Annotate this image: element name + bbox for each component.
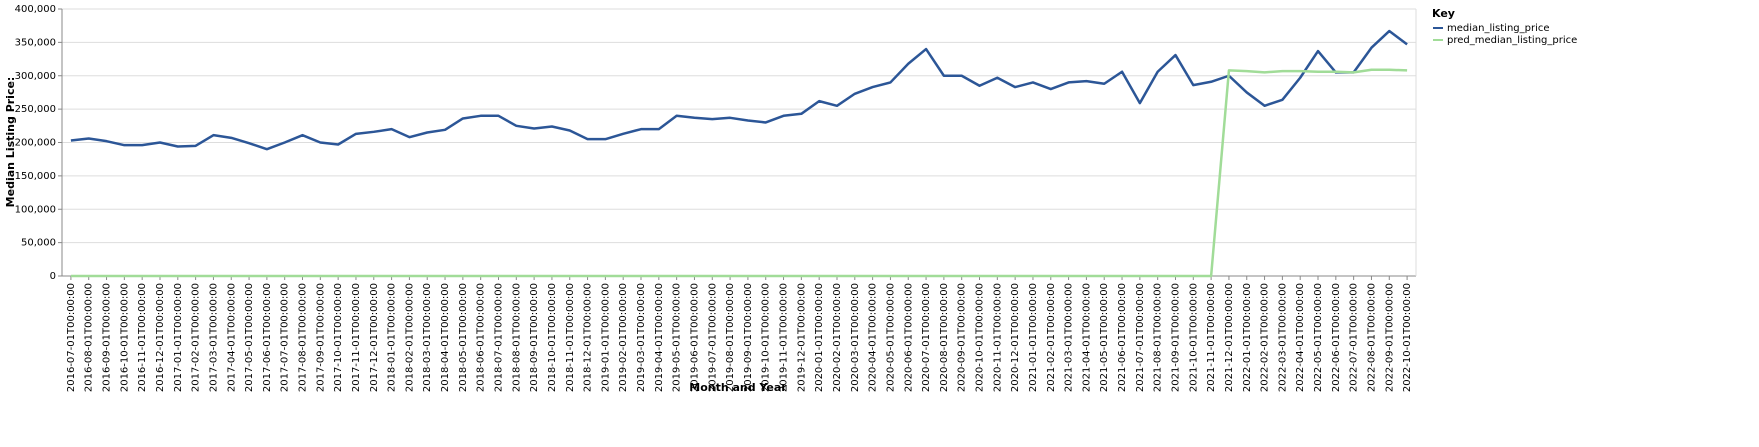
x-tick-label: 2017-06-01T00:00:00 — [262, 283, 273, 392]
legend-label: pred_median_listing_price — [1447, 35, 1577, 46]
x-tick-label: 2020-06-01T00:00:00 — [903, 283, 914, 392]
x-tick-label: 2022-05-01T00:00:00 — [1313, 283, 1324, 392]
x-tick-label: 2022-08-01T00:00:00 — [1366, 283, 1377, 392]
x-tick-label: 2019-05-01T00:00:00 — [672, 283, 683, 392]
x-tick-label: 2017-03-01T00:00:00 — [208, 283, 219, 392]
x-tick-label: 2019-11-01T00:00:00 — [779, 283, 790, 392]
x-tick-label: 2019-04-01T00:00:00 — [654, 283, 665, 392]
x-tick-label: 2022-04-01T00:00:00 — [1295, 283, 1306, 392]
y-tick-label: 300,000 — [15, 71, 56, 82]
x-tick-label: 2022-07-01T00:00:00 — [1349, 283, 1360, 392]
x-tick-label: 2020-03-01T00:00:00 — [850, 283, 861, 392]
x-tick-label: 2021-08-01T00:00:00 — [1153, 283, 1164, 392]
y-tick-label: 100,000 — [15, 204, 56, 215]
y-tick-label: 200,000 — [15, 138, 56, 149]
x-tick-label: 2021-09-01T00:00:00 — [1170, 283, 1181, 392]
x-tick-label: 2022-01-01T00:00:00 — [1242, 283, 1253, 392]
x-tick-label: 2016-08-01T00:00:00 — [84, 283, 95, 392]
y-tick-label: 50,000 — [21, 238, 56, 249]
x-tick-label: 2021-02-01T00:00:00 — [1046, 283, 1057, 392]
x-tick-label: 2021-06-01T00:00:00 — [1117, 283, 1128, 392]
x-tick-label: 2022-09-01T00:00:00 — [1384, 283, 1395, 392]
x-tick-label: 2020-05-01T00:00:00 — [885, 283, 896, 392]
x-tick-label: 2021-01-01T00:00:00 — [1028, 283, 1039, 392]
x-tick-label: 2019-03-01T00:00:00 — [636, 283, 647, 392]
x-tick-label: 2018-04-01T00:00:00 — [440, 283, 451, 392]
x-tick-label: 2019-12-01T00:00:00 — [796, 283, 807, 392]
x-tick-label: 2021-12-01T00:00:00 — [1224, 283, 1235, 392]
x-tick-label: 2017-04-01T00:00:00 — [226, 283, 237, 392]
x-tick-label: 2016-10-01T00:00:00 — [119, 283, 130, 392]
x-tick-label: 2020-01-01T00:00:00 — [814, 283, 825, 392]
x-tick-label: 2019-01-01T00:00:00 — [600, 283, 611, 392]
x-tick-label: 2018-05-01T00:00:00 — [458, 283, 469, 392]
x-tick-label: 2018-08-01T00:00:00 — [511, 283, 522, 392]
x-tick-label: 2021-11-01T00:00:00 — [1206, 283, 1217, 392]
legend-label: median_listing_price — [1447, 23, 1550, 34]
x-tick-label: 2017-09-01T00:00:00 — [315, 283, 326, 392]
x-tick-label: 2016-11-01T00:00:00 — [137, 283, 148, 392]
x-tick-label: 2018-01-01T00:00:00 — [387, 283, 398, 392]
x-tick-label: 2017-10-01T00:00:00 — [333, 283, 344, 392]
x-axis-title: Month and Year — [689, 381, 787, 394]
x-tick-label: 2022-02-01T00:00:00 — [1260, 283, 1271, 392]
x-tick-label: 2018-06-01T00:00:00 — [476, 283, 487, 392]
x-tick-label: 2019-08-01T00:00:00 — [725, 283, 736, 392]
x-tick-label: 2016-07-01T00:00:00 — [66, 283, 77, 392]
x-tick-label: 2019-10-01T00:00:00 — [761, 283, 772, 392]
x-tick-label: 2021-04-01T00:00:00 — [1081, 283, 1092, 392]
x-tick-label: 2019-09-01T00:00:00 — [743, 283, 754, 392]
legend-title: Key — [1432, 7, 1455, 20]
series-line — [70, 68, 1408, 278]
x-tick-label: 2022-10-01T00:00:00 — [1402, 283, 1413, 392]
x-tick-label: 2017-12-01T00:00:00 — [369, 283, 380, 392]
x-tick-label: 2019-07-01T00:00:00 — [707, 283, 718, 392]
x-tick-label: 2018-11-01T00:00:00 — [565, 283, 576, 392]
y-axis-title: Median Listing Price: — [4, 77, 17, 208]
x-tick-label: 2021-05-01T00:00:00 — [1099, 283, 1110, 392]
y-tick-label: 350,000 — [15, 37, 56, 48]
y-tick-label: 0 — [50, 271, 56, 282]
x-tick-label: 2022-03-01T00:00:00 — [1277, 283, 1288, 392]
x-tick-label: 2019-02-01T00:00:00 — [618, 283, 629, 392]
x-tick-label: 2017-05-01T00:00:00 — [244, 283, 255, 392]
x-tick-label: 2016-09-01T00:00:00 — [102, 283, 113, 392]
x-tick-label: 2021-10-01T00:00:00 — [1188, 283, 1199, 392]
x-tick-label: 2020-07-01T00:00:00 — [921, 283, 932, 392]
y-tick-label: 150,000 — [15, 171, 56, 182]
x-tick-label: 2020-09-01T00:00:00 — [957, 283, 968, 392]
x-tick-label: 2020-08-01T00:00:00 — [939, 283, 950, 392]
y-tick-label: 250,000 — [15, 104, 56, 115]
x-tick-label: 2020-12-01T00:00:00 — [1010, 283, 1021, 392]
x-tick-label: 2016-12-01T00:00:00 — [155, 283, 166, 392]
x-tick-label: 2018-02-01T00:00:00 — [404, 283, 415, 392]
x-tick-label: 2021-03-01T00:00:00 — [1064, 283, 1075, 392]
x-tick-label: 2018-10-01T00:00:00 — [547, 283, 558, 392]
x-tick-label: 2022-06-01T00:00:00 — [1331, 283, 1342, 392]
x-tick-label: 2019-06-01T00:00:00 — [689, 283, 700, 392]
x-tick-label: 2020-10-01T00:00:00 — [975, 283, 986, 392]
x-tick-label: 2017-11-01T00:00:00 — [351, 283, 362, 392]
x-tick-label: 2020-11-01T00:00:00 — [992, 283, 1003, 392]
x-tick-label: 2020-02-01T00:00:00 — [832, 283, 843, 392]
x-tick-label: 2020-04-01T00:00:00 — [868, 283, 879, 392]
x-tick-label: 2018-07-01T00:00:00 — [493, 283, 504, 392]
x-tick-label: 2017-08-01T00:00:00 — [298, 283, 309, 392]
x-tick-label: 2018-12-01T00:00:00 — [583, 283, 594, 392]
x-tick-label: 2018-03-01T00:00:00 — [422, 283, 433, 392]
x-tick-label: 2018-09-01T00:00:00 — [529, 283, 540, 392]
x-tick-label: 2017-02-01T00:00:00 — [191, 283, 202, 392]
series-line — [70, 29, 1408, 151]
x-tick-label: 2017-01-01T00:00:00 — [173, 283, 184, 392]
x-tick-label: 2021-07-01T00:00:00 — [1135, 283, 1146, 392]
y-tick-label: 400,000 — [15, 4, 56, 15]
x-tick-label: 2017-07-01T00:00:00 — [280, 283, 291, 392]
